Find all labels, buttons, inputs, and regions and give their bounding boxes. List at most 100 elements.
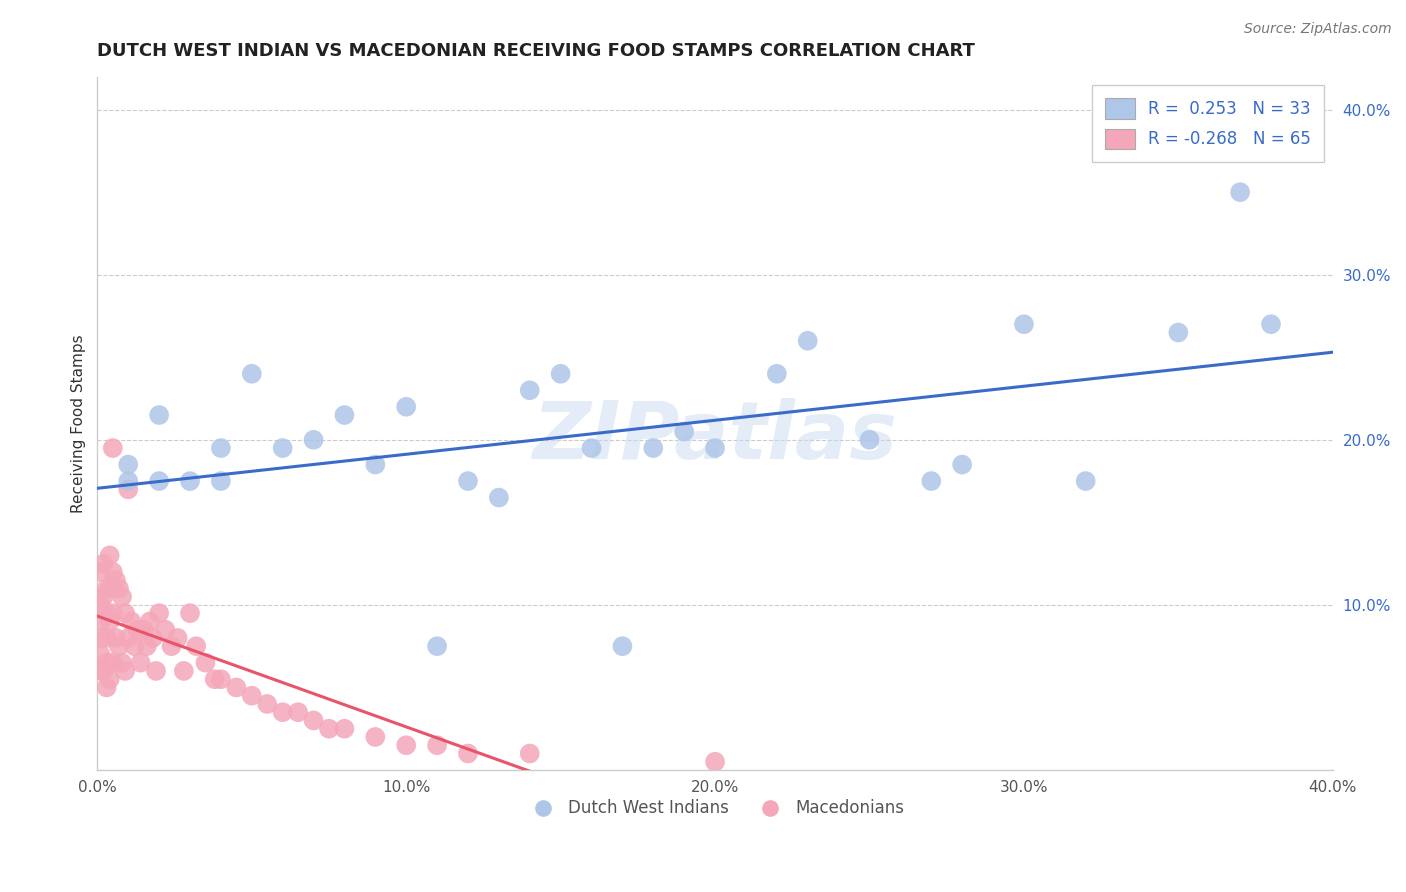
Point [179,606,201,620]
Point [93,557,115,571]
Point [240,367,263,381]
Point [93,664,115,678]
Point [120,615,142,629]
Point [98,672,121,686]
Point [457,747,479,761]
Point [148,408,170,422]
Y-axis label: Receiving Food Stamps: Receiving Food Stamps [72,334,86,513]
Point [333,722,356,736]
Point [93,590,115,604]
Point [89,598,111,612]
Point [186,639,208,653]
Legend: Dutch West Indians, Macedonians: Dutch West Indians, Macedonians [519,793,911,824]
Point [519,747,541,761]
Point [98,582,121,596]
Point [98,549,121,563]
Text: DUTCH WEST INDIAN VS MACEDONIAN RECEIVING FOOD STAMPS CORRELATION CHART: DUTCH WEST INDIAN VS MACEDONIAN RECEIVIN… [97,42,976,60]
Point [117,474,139,488]
Point [127,623,149,637]
Point [117,458,139,472]
Text: ZIPatlas: ZIPatlas [533,398,897,476]
Point [704,441,727,455]
Point [148,606,170,620]
Point [395,400,418,414]
Point [173,664,195,678]
Point [364,730,387,744]
Point [101,606,124,620]
Point [96,681,118,695]
Point [209,441,232,455]
Point [124,639,146,653]
Point [457,474,479,488]
Point [117,483,139,497]
Point [104,631,127,645]
Point [209,672,232,686]
Point [101,656,124,670]
Point [287,705,309,719]
Point [114,606,136,620]
Point [426,639,449,653]
Point [145,664,167,678]
Point [111,590,134,604]
Point [89,664,111,678]
Point [426,738,449,752]
Point [129,656,152,670]
Point [114,664,136,678]
Point [155,623,177,637]
Point [108,582,131,596]
Point [104,573,127,587]
Point [550,367,572,381]
Point [271,705,294,719]
Point [950,458,973,472]
Point [89,565,111,579]
Point [256,697,278,711]
Point [96,631,118,645]
Point [673,425,696,439]
Point [395,738,418,752]
Point [101,441,124,455]
Point [318,722,340,736]
Point [139,615,162,629]
Text: Source: ZipAtlas.com: Source: ZipAtlas.com [1244,22,1392,37]
Point [704,755,727,769]
Point [194,656,217,670]
Point [333,408,356,422]
Point [160,639,183,653]
Point [89,631,111,645]
Point [142,631,165,645]
Point [96,582,118,596]
Point [101,565,124,579]
Point [209,474,232,488]
Point [240,689,263,703]
Point [766,367,789,381]
Point [204,672,226,686]
Point [1229,185,1251,199]
Point [364,458,387,472]
Point [488,491,510,505]
Point [1167,326,1189,340]
Point [612,639,634,653]
Point [271,441,294,455]
Point [920,474,942,488]
Point [111,656,134,670]
Point [96,656,118,670]
Point [135,639,157,653]
Point [1012,317,1035,331]
Point [89,648,111,662]
Point [179,474,201,488]
Point [302,714,325,728]
Point [89,615,111,629]
Point [132,623,155,637]
Point [98,615,121,629]
Point [117,631,139,645]
Point [581,441,603,455]
Point [96,606,118,620]
Point [1074,474,1097,488]
Point [302,433,325,447]
Point [148,474,170,488]
Point [108,639,131,653]
Point [519,384,541,398]
Point [643,441,665,455]
Point [1260,317,1282,331]
Point [225,681,247,695]
